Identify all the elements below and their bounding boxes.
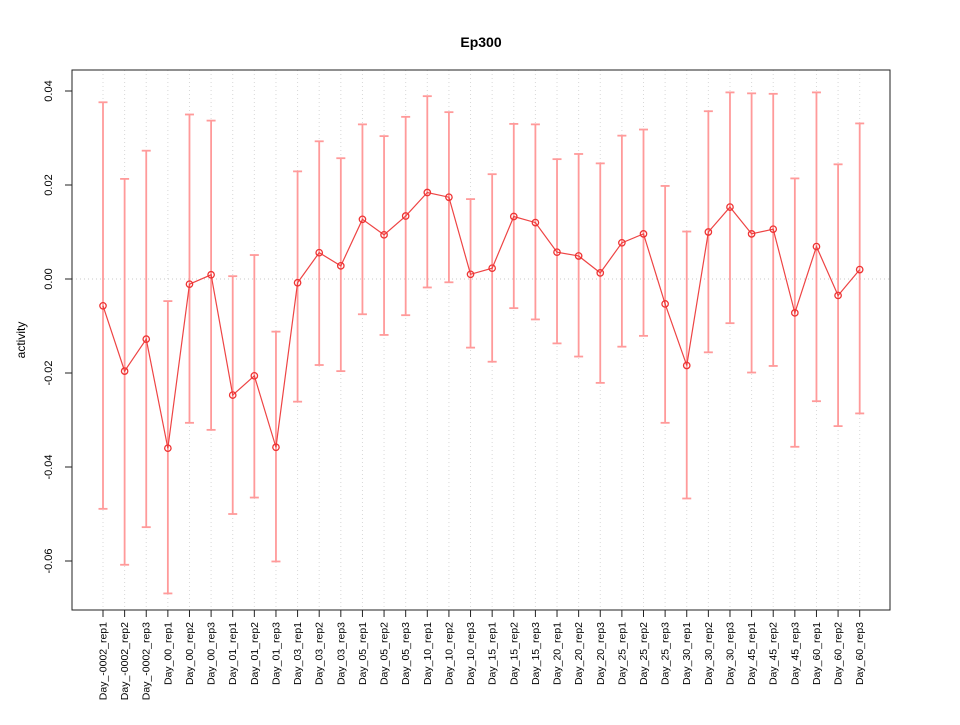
- x-tick-label: Day_30_rep1: [681, 622, 693, 685]
- data-point: [812, 242, 821, 251]
- data-point: [228, 391, 237, 399]
- data-point: [358, 215, 367, 224]
- data-point: [747, 230, 756, 238]
- x-tick-label: Day_60_rep1: [811, 622, 823, 685]
- x-tick-label: Day_20_rep2: [573, 622, 585, 685]
- x-tick-label: Day_01_rep3: [270, 622, 282, 685]
- x-tick-label: Day_60_rep3: [854, 622, 866, 685]
- data-point: [185, 280, 194, 289]
- x-tick-label: Day_00_rep2: [184, 622, 196, 685]
- data-point: [401, 212, 410, 220]
- data-point: [596, 269, 605, 277]
- data-point: [445, 193, 453, 202]
- data-point: [466, 270, 475, 279]
- x-tick-label: Day_05_rep2: [379, 622, 391, 685]
- x-tick-label: Day_30_rep2: [703, 622, 715, 685]
- x-tick-label: Day_03_rep1: [292, 622, 304, 685]
- y-tick-label: 0.04: [43, 80, 55, 101]
- data-point: [272, 443, 280, 452]
- x-tick-label: Day_10_rep1: [422, 622, 434, 685]
- data-point: [769, 225, 778, 234]
- x-tick-label: Day_00_rep1: [162, 622, 174, 685]
- x-tick-label: Day_25_rep2: [638, 622, 650, 685]
- x-tick-label: Day_45_rep2: [768, 622, 780, 685]
- x-tick-label: Day_20_rep3: [595, 622, 607, 685]
- x-tick-label: Day_-0002_rep1: [98, 622, 110, 700]
- data-point: [207, 270, 215, 279]
- data-point: [531, 218, 540, 227]
- x-tick-label: Day_01_rep2: [249, 622, 261, 685]
- data-point: [855, 265, 864, 274]
- x-tick-label: Day_10_rep3: [465, 622, 477, 685]
- x-tick-label: Day_01_rep1: [227, 622, 239, 685]
- y-tick-label: -0.02: [43, 360, 55, 385]
- x-tick-label: Day_25_rep1: [616, 622, 628, 685]
- data-point: [99, 301, 107, 310]
- y-tick-label: 0.02: [43, 174, 55, 195]
- data-point: [315, 248, 324, 257]
- y-tick-label: -0.04: [43, 454, 55, 479]
- x-tick-label: Day_05_rep1: [357, 622, 369, 685]
- data-point: [509, 212, 518, 221]
- x-tick-label: Day_03_rep3: [335, 622, 347, 685]
- x-tick-label: Day_05_rep3: [400, 622, 412, 685]
- data-point: [790, 308, 799, 317]
- y-tick-label: 0.00: [43, 268, 55, 289]
- data-point: [336, 261, 345, 270]
- x-tick-label: Day_45_rep1: [746, 622, 758, 685]
- x-tick-label: Day_45_rep3: [789, 622, 801, 685]
- x-tick-label: Day_10_rep2: [443, 622, 455, 685]
- data-point: [661, 300, 669, 308]
- x-tick-label: Day_15_rep2: [508, 622, 520, 685]
- y-axis-label: activity: [14, 322, 28, 359]
- data-point: [293, 278, 302, 287]
- x-tick-label: Day_00_rep3: [206, 622, 218, 685]
- data-point: [726, 203, 734, 211]
- chart-title: Ep300: [460, 34, 501, 50]
- data-point: [834, 291, 842, 300]
- x-tick-label: Day_-0002_rep2: [119, 622, 131, 700]
- x-tick-label: Day_60_rep2: [833, 622, 845, 685]
- data-point: [553, 248, 561, 257]
- data-point: [423, 188, 432, 197]
- x-tick-label: Day_15_rep1: [487, 622, 499, 685]
- x-tick-label: Day_25_rep3: [660, 622, 672, 685]
- plot-border: [71, 69, 891, 611]
- data-point: [704, 228, 713, 236]
- data-point: [142, 335, 151, 344]
- x-tick-label: Day_15_rep3: [530, 622, 542, 685]
- y-tick-label: -0.06: [43, 548, 55, 573]
- data-point: [488, 264, 497, 273]
- data-point: [682, 361, 691, 370]
- data-point: [639, 230, 648, 238]
- x-tick-label: Day_-0002_rep3: [141, 622, 153, 700]
- x-tick-label: Day_20_rep1: [552, 622, 564, 685]
- data-point: [380, 230, 388, 239]
- data-point: [618, 238, 626, 247]
- data-point: [574, 252, 583, 260]
- data-point: [164, 444, 172, 453]
- x-tick-label: Day_30_rep3: [724, 622, 736, 685]
- data-point: [250, 371, 259, 380]
- x-tick-label: Day_03_rep2: [314, 622, 326, 685]
- data-point: [120, 367, 129, 375]
- series-line: [102, 191, 861, 449]
